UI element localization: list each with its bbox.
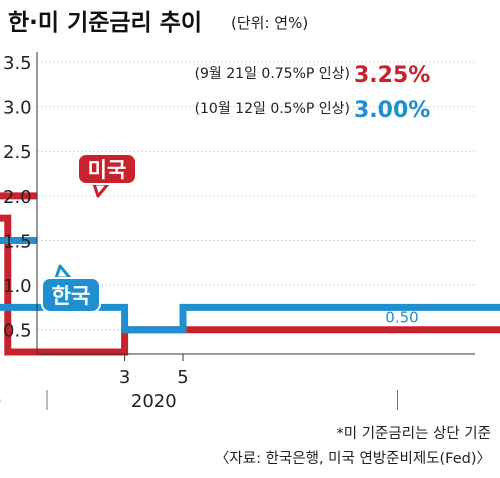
y-tick-label: 3.5 bbox=[3, 53, 32, 74]
badge-pointer bbox=[54, 264, 72, 280]
kr-hike-note: (10월 12일 0.5%P 인상) bbox=[195, 101, 350, 117]
point-labels: 0.250.501.001.750.500.751.001.251.501.75… bbox=[41, 63, 430, 327]
y-tick-label: 3.0 bbox=[3, 98, 32, 119]
y-tick-label: 2.5 bbox=[3, 142, 32, 163]
chart-title: 한·미 기준금리 추이 bbox=[8, 10, 202, 36]
kr-latest-rate: 3.00% bbox=[354, 98, 430, 123]
x-tick-label: 3 bbox=[119, 367, 130, 388]
us-latest-rate: 3.25% bbox=[354, 63, 430, 88]
footnote: *미 기준금리는 상단 기준 bbox=[337, 425, 491, 442]
unit-label: (단위: 연%) bbox=[231, 14, 308, 32]
badge-pointer bbox=[92, 182, 110, 198]
source-note: 〈자료: 한국은행, 미국 연방준비제도(Fed)〉 bbox=[215, 450, 491, 467]
us-legend-label: 미국 bbox=[88, 158, 127, 182]
y-tick-label: 1.0 bbox=[3, 276, 32, 297]
kr-value-label: 0.50 bbox=[385, 309, 418, 327]
x-year-label: 2020 bbox=[131, 391, 177, 412]
us-badge bbox=[77, 153, 137, 185]
y-tick-label: 0.5 bbox=[3, 321, 32, 342]
kr-legend-label: 한국 bbox=[52, 284, 91, 308]
grid bbox=[37, 61, 475, 331]
x-tick-label: 5 bbox=[177, 367, 188, 388]
kr-badge bbox=[41, 277, 101, 313]
y-tick-label: 2.0 bbox=[3, 187, 32, 208]
us-hike-note: (9월 21일 0.75%P 인상) bbox=[195, 66, 350, 82]
y-tick-label: 1.5 bbox=[3, 231, 32, 252]
x-year-label: 2019 bbox=[0, 391, 2, 412]
axes: 0.51.01.52.02.53.03.51035811135810201920… bbox=[0, 52, 475, 412]
